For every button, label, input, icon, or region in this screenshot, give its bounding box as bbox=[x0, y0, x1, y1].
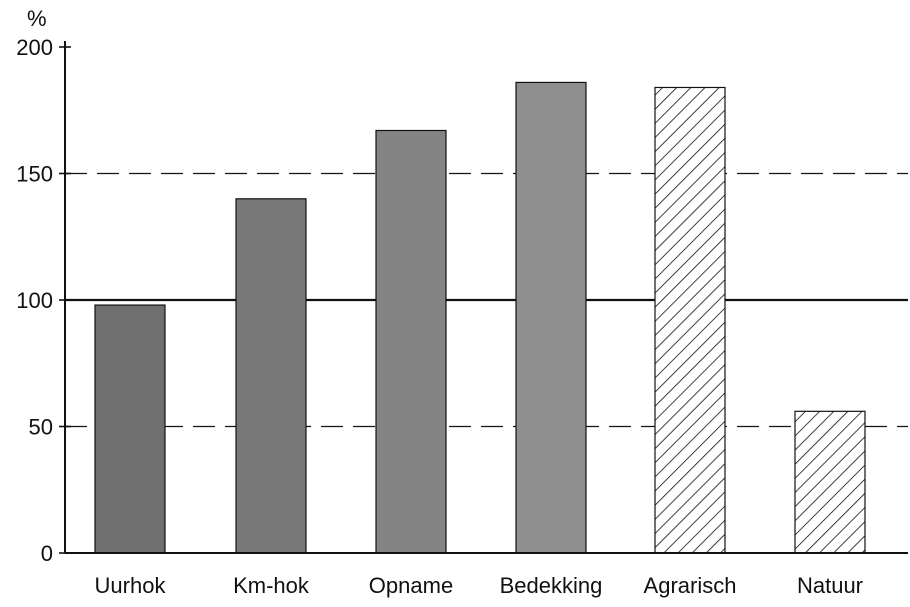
category-label-bedekking: Bedekking bbox=[500, 573, 603, 598]
bar-uurhok bbox=[94, 304, 166, 554]
y-axis-unit-label: % bbox=[27, 6, 47, 31]
bar-agrarisch bbox=[654, 86, 726, 554]
y-tick-labels: 0 50 100 150 200 bbox=[16, 35, 71, 566]
bar-opname bbox=[375, 129, 447, 554]
y-tick-label: 50 bbox=[29, 415, 53, 440]
bar-bedekking bbox=[515, 81, 587, 554]
bars bbox=[94, 81, 866, 554]
y-tick-label: 0 bbox=[41, 541, 53, 566]
category-label-natuur: Natuur bbox=[797, 573, 863, 598]
y-tick-label: 100 bbox=[16, 288, 53, 313]
y-tick-label: 150 bbox=[16, 162, 53, 187]
axes bbox=[64, 41, 908, 554]
category-label-km-hok: Km-hok bbox=[233, 573, 310, 598]
y-tick-label: 200 bbox=[16, 35, 53, 60]
category-label-agrarisch: Agrarisch bbox=[644, 573, 737, 598]
bar-natuur bbox=[794, 410, 866, 554]
bar-km-hok bbox=[235, 198, 307, 554]
category-labels: Uurhok Km-hok Opname Bedekking Agrarisch Natu… bbox=[95, 573, 863, 598]
category-label-opname: Opname bbox=[369, 573, 453, 598]
category-label-uurhok: Uurhok bbox=[95, 573, 167, 598]
reference-lines bbox=[65, 172, 908, 428]
